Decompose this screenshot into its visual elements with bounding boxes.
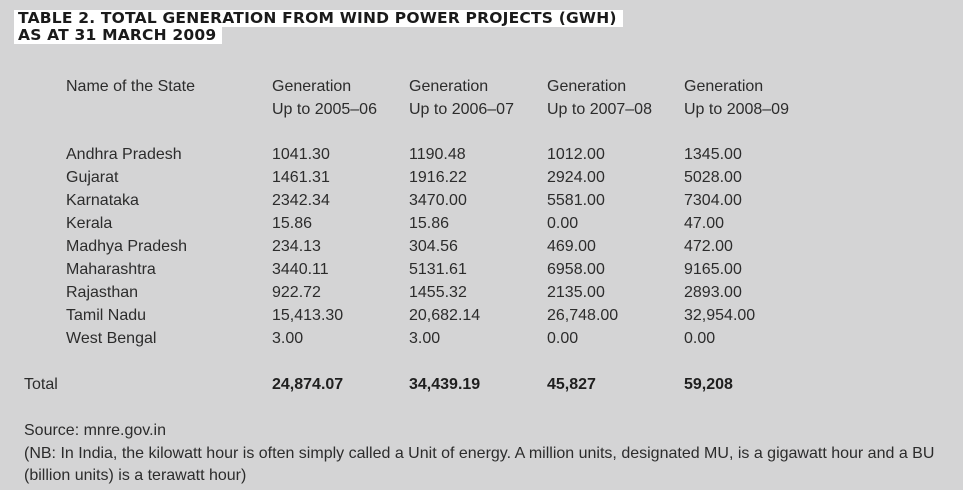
value-2007-08: 0.00	[547, 330, 579, 347]
table-title: TABLE 2. TOTAL GENERATION FROM WIND POWE…	[14, 10, 623, 44]
source-note: Source: mnre.gov.in	[24, 422, 166, 439]
state-name: West Bengal	[66, 330, 157, 347]
state-name: Kerala	[66, 215, 113, 232]
value-2008-09: 9165.00	[684, 261, 742, 278]
value-2006-07: 304.56	[409, 238, 458, 255]
value-2008-09: 32,954.00	[684, 307, 756, 324]
state-name: Rajasthan	[66, 284, 139, 301]
state-name: Gujarat	[66, 169, 119, 186]
state-name: Madhya Pradesh	[66, 238, 187, 255]
value-2006-07: 5131.61	[409, 261, 467, 278]
value-2008-09: 1345.00	[684, 146, 742, 163]
value-2005-06: 234.13	[272, 238, 321, 255]
total-2006-07: 34,439.19	[409, 376, 481, 393]
total-2007-08: 45,827	[547, 376, 596, 393]
table-title-line-1: TABLE 2. TOTAL GENERATION FROM WIND POWE…	[14, 10, 623, 27]
value-2006-07: 20,682.14	[409, 307, 481, 324]
value-2006-07: 1916.22	[409, 169, 467, 186]
value-2007-08: 6958.00	[547, 261, 605, 278]
value-2007-08: 1012.00	[547, 146, 605, 163]
value-2006-07: 3470.00	[409, 192, 467, 209]
value-2005-06: 3440.11	[272, 261, 329, 278]
total-label: Total	[24, 376, 58, 393]
value-2007-08: 469.00	[547, 238, 596, 255]
total-2008-09: 59,208	[684, 376, 733, 393]
value-2007-08: 0.00	[547, 215, 579, 232]
table-title-line-2: AS AT 31 MARCH 2009	[14, 27, 223, 44]
nb-note-line-1: (NB: In India, the kilowatt hour is ofte…	[24, 445, 935, 462]
header-state: Name of the State	[66, 78, 195, 95]
value-2008-09: 7304.00	[684, 192, 742, 209]
value-2008-09: 0.00	[684, 330, 716, 347]
value-2005-06: 922.72	[272, 284, 321, 301]
total-2005-06: 24,874.07	[272, 376, 344, 393]
value-2008-09: 5028.00	[684, 169, 742, 186]
header-gen-2007-08: Generation Up to 2007–08	[547, 78, 652, 118]
value-2008-09: 472.00	[684, 238, 733, 255]
state-name: Karnataka	[66, 192, 139, 209]
value-2006-07: 15.86	[409, 215, 450, 232]
value-2005-06: 3.00	[272, 330, 304, 347]
value-2007-08: 2135.00	[547, 284, 605, 301]
value-2005-06: 2342.34	[272, 192, 330, 209]
value-2007-08: 2924.00	[547, 169, 605, 186]
nb-note-line-2: (billion units) is a terawatt hour)	[24, 467, 247, 484]
state-name: Maharashtra	[66, 261, 156, 278]
value-2006-07: 1455.32	[409, 284, 467, 301]
value-2005-06: 1041.30	[272, 146, 330, 163]
state-name: Andhra Pradesh	[66, 146, 182, 163]
value-2008-09: 47.00	[684, 215, 725, 232]
value-2005-06: 15,413.30	[272, 307, 344, 324]
value-2005-06: 15.86	[272, 215, 313, 232]
header-gen-2006-07: Generation Up to 2006–07	[409, 78, 514, 118]
value-2006-07: 1190.48	[409, 146, 466, 163]
header-gen-2005-06: Generation Up to 2005–06	[272, 78, 377, 118]
value-2008-09: 2893.00	[684, 284, 742, 301]
value-2006-07: 3.00	[409, 330, 441, 347]
value-2007-08: 5581.00	[547, 192, 605, 209]
value-2005-06: 1461.31	[272, 169, 330, 186]
header-gen-2008-09: Generation Up to 2008–09	[684, 78, 789, 118]
value-2007-08: 26,748.00	[547, 307, 619, 324]
state-name: Tamil Nadu	[66, 307, 147, 324]
